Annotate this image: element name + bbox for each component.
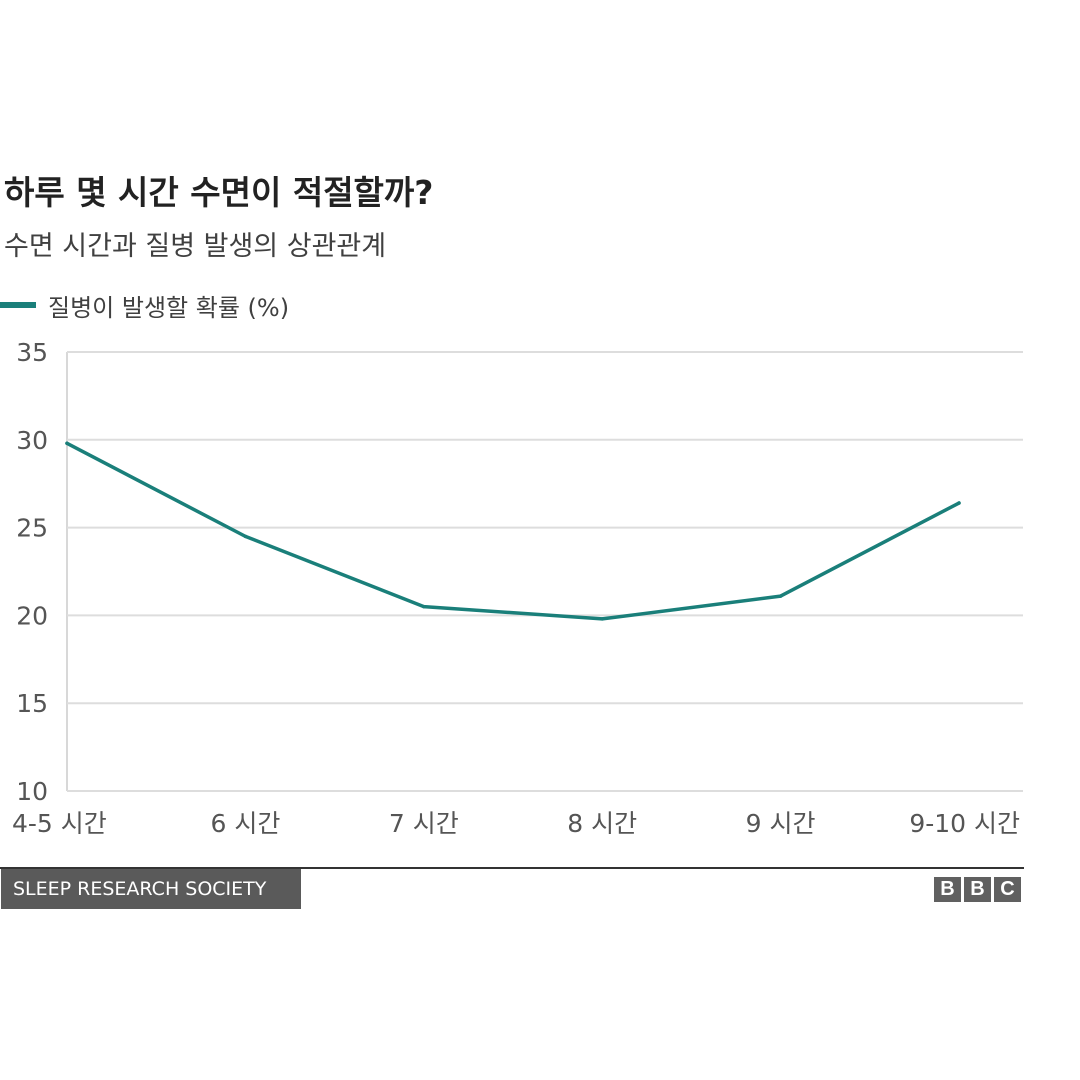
bbc-logo: B B C <box>934 877 1021 902</box>
legend-swatch <box>0 302 36 308</box>
y-tick-label: 25 <box>16 514 48 543</box>
data-point <box>65 441 69 446</box>
x-tick-label: 9 시간 <box>746 809 816 838</box>
y-tick-label: 15 <box>16 689 48 718</box>
bbc-logo-letter: B <box>964 877 991 902</box>
y-tick-label: 20 <box>16 601 48 630</box>
x-tick-label: 8 시간 <box>567 809 637 838</box>
source-badge: SLEEP RESEARCH SOCIETY <box>1 869 301 909</box>
y-tick-label: 30 <box>16 426 48 455</box>
x-tick-label: 7 시간 <box>389 809 459 838</box>
data-point <box>600 617 604 621</box>
bbc-logo-letter: C <box>994 877 1021 902</box>
x-tick-label: 4-5 시간 <box>12 809 107 838</box>
data-point <box>778 594 783 598</box>
data-point <box>422 604 426 609</box>
footer-rule <box>0 867 1024 869</box>
x-tick-label: 6 시간 <box>210 809 280 838</box>
x-tick-label: 9-10 시간 <box>909 809 1020 838</box>
y-tick-label: 10 <box>16 777 48 806</box>
y-tick-label: 35 <box>16 338 48 367</box>
legend-label: 질병이 발생할 확률 (%) <box>48 293 290 322</box>
data-point <box>957 501 961 505</box>
chart-title: 하루 몇 시간 수면이 적절할까? <box>4 173 434 212</box>
data-point <box>243 534 248 539</box>
series-line <box>65 441 961 621</box>
legend: 질병이 발생할 확률 (%) <box>0 288 289 322</box>
chart-subtitle: 수면 시간과 질병 발생의 상관관계 <box>4 231 387 262</box>
bbc-logo-letter: B <box>934 877 961 902</box>
